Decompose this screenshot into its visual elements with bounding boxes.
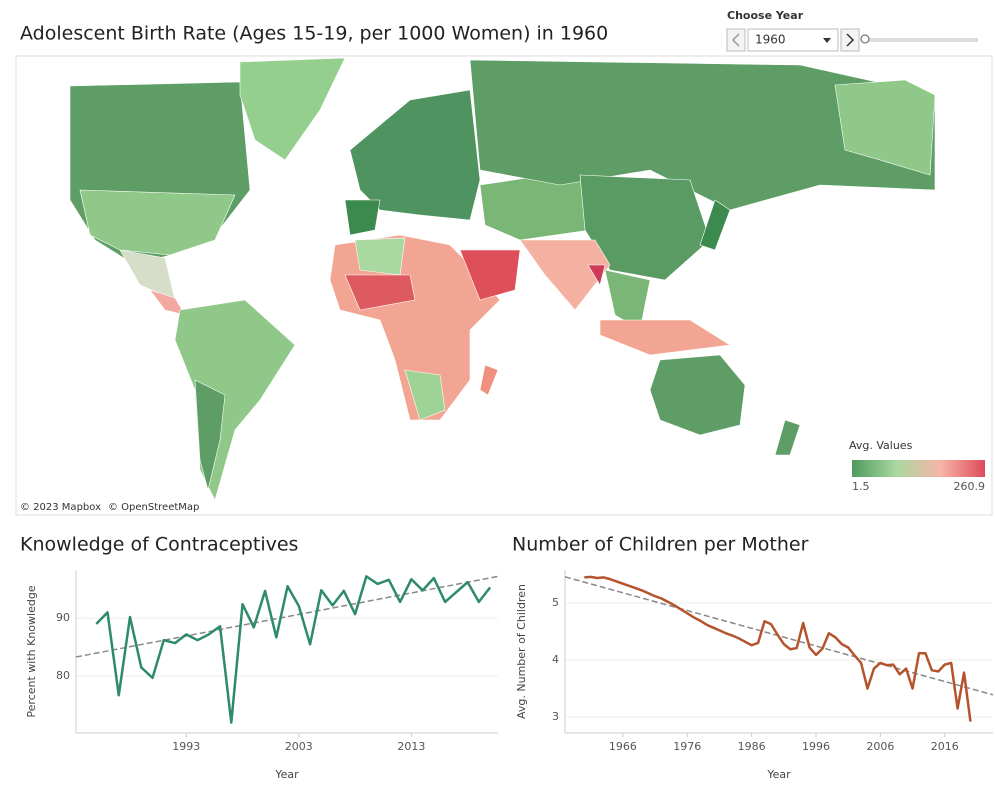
y-tick-label: 90 [56, 611, 70, 624]
y-tick-label: 3 [552, 710, 559, 723]
legend-bar [852, 460, 985, 477]
legend-title: Avg. Values [849, 439, 913, 452]
region [587, 264, 606, 286]
region [79, 189, 236, 256]
region [519, 239, 611, 311]
legend-min: 1.5 [852, 480, 870, 493]
region [834, 79, 936, 176]
x-tick-label: 1993 [172, 740, 200, 753]
x-tick-label: 2013 [397, 740, 425, 753]
region [404, 369, 446, 421]
x-tick-label: 1966 [609, 740, 637, 753]
y-axis-label: Avg. Number of Children [515, 584, 528, 719]
dropdown-icon [823, 38, 831, 43]
region [579, 174, 711, 281]
year-select[interactable] [747, 28, 839, 52]
x-axis-label: Year [766, 768, 791, 781]
region [774, 419, 801, 456]
map [69, 57, 936, 501]
slider-handle[interactable] [860, 34, 870, 44]
y-tick-label: 4 [552, 653, 559, 666]
prev-button[interactable] [726, 28, 746, 52]
y-tick-label: 5 [552, 596, 559, 609]
region [194, 379, 226, 491]
next-button[interactable] [840, 28, 860, 52]
region [479, 364, 499, 396]
region [239, 57, 346, 161]
region [349, 89, 481, 221]
region [459, 249, 521, 301]
legend-max: 260.9 [954, 480, 986, 493]
control-label: Choose Year [727, 9, 804, 22]
region [354, 237, 406, 276]
region [469, 59, 936, 211]
attribution: © 2023 Mapbox [20, 502, 101, 513]
chart-title: Knowledge of Contraceptives [20, 534, 298, 556]
data-line [95, 575, 492, 724]
year-value: 1960 [755, 33, 786, 47]
x-axis-label: Year [274, 768, 299, 781]
region [599, 319, 731, 356]
y-axis-label: Percent with Knowledge [25, 585, 38, 717]
x-tick-label: 2006 [866, 740, 894, 753]
region [649, 354, 746, 436]
prev-icon [731, 33, 740, 47]
x-tick-label: 1986 [738, 740, 766, 753]
attribution: © OpenStreetMap [108, 502, 199, 513]
data-line [584, 575, 972, 722]
chart-title: Number of Children per Mother [512, 534, 809, 556]
region [699, 199, 731, 251]
x-tick-label: 2016 [931, 740, 959, 753]
region [344, 274, 416, 311]
x-tick-label: 1996 [802, 740, 830, 753]
next-icon [846, 33, 855, 47]
y-tick-label: 80 [56, 669, 70, 682]
x-tick-label: 2003 [285, 740, 313, 753]
x-tick-label: 1976 [673, 740, 701, 753]
dashboard-title: Adolescent Birth Rate (Ages 15-19, per 1… [20, 23, 608, 45]
region [344, 199, 381, 236]
